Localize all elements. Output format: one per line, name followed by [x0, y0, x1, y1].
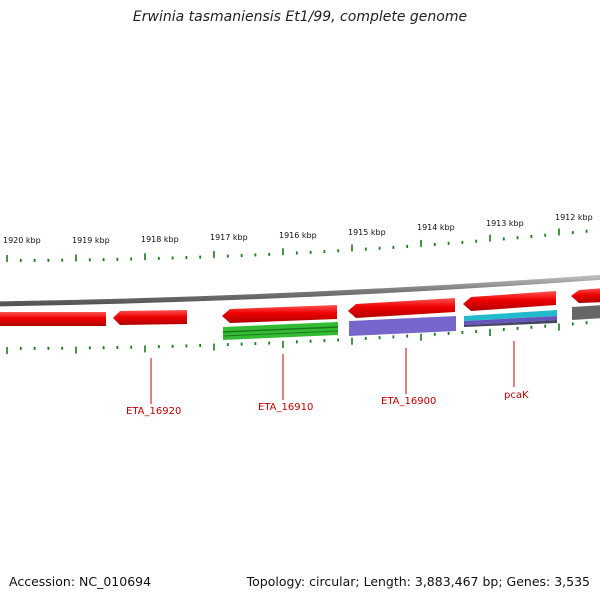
cog-bar-green-stripe	[222, 326, 339, 333]
cds-arrow	[571, 288, 600, 303]
cog-bar-gray	[572, 305, 600, 320]
cds-track	[0, 288, 600, 326]
gene-label: ETA_16920	[126, 406, 181, 417]
gene-label: ETA_16900	[381, 396, 436, 407]
backbone-arc	[0, 274, 600, 307]
cds-arrow	[463, 291, 556, 311]
cds-arrow	[222, 305, 337, 323]
map-title: Erwinia tasmaniensis Et1/99, complete ge…	[132, 9, 468, 25]
cog-bar-green-stripe	[222, 330, 339, 337]
scale-label: 1915 kbp	[348, 228, 386, 237]
cds-arrow	[113, 310, 187, 325]
cog-bar-green	[223, 322, 338, 340]
gene-leaders	[150, 341, 515, 404]
scale-label: 1913 kbp	[486, 219, 524, 228]
scale-labels: 1920 kbp 1919 kbp 1918 kbp 1917 kbp 1916…	[3, 213, 593, 245]
scale-label: 1914 kbp	[417, 223, 455, 232]
cds-arrow	[0, 312, 106, 326]
cog-bar-cyan	[464, 310, 557, 321]
topology-text: Topology: circular; Length: 3,883,467 bp…	[246, 574, 590, 589]
upper-scale-ticks	[6, 228, 588, 262]
gene-label: ETA_16910	[258, 402, 313, 413]
scale-label: 1918 kbp	[141, 235, 179, 244]
accession-text: Accession: NC_010694	[9, 574, 152, 589]
cog-bar-purple-small	[464, 316, 557, 325]
scale-label: 1920 kbp	[3, 236, 41, 245]
scale-label: 1912 kbp	[555, 213, 593, 222]
cog-bar-purple	[349, 316, 456, 336]
cog-bar-dark	[464, 320, 557, 327]
scale-label: 1919 kbp	[72, 236, 110, 245]
scale-label: 1916 kbp	[279, 231, 317, 240]
cog-track	[222, 305, 600, 340]
gene-labels: ETA_16920 ETA_16910 ETA_16900 pcaK	[126, 390, 529, 417]
scale-label: 1917 kbp	[210, 233, 248, 242]
cds-arrow	[348, 298, 455, 318]
lower-scale-ticks	[6, 321, 588, 354]
gene-label: pcaK	[504, 390, 529, 401]
